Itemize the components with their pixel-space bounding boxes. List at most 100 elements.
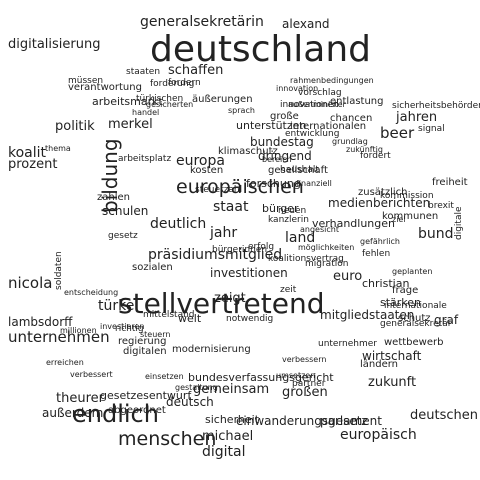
cloud-word: europa [176, 153, 225, 169]
cloud-word: zusätzlich [358, 187, 408, 198]
cloud-word: christian [362, 277, 410, 290]
cloud-word: außerdem [42, 406, 104, 420]
cloud-word: zukünftig [346, 145, 383, 154]
cloud-word: unternehmen [8, 328, 110, 346]
cloud-word: digital [202, 444, 246, 460]
cloud-word: michael [202, 429, 254, 444]
cloud-word: partner [292, 379, 326, 389]
cloud-word: endlich [72, 400, 159, 428]
cloud-word: ziel [392, 215, 406, 224]
cloud-word: beer [380, 124, 415, 142]
cloud-word: investitionen [210, 266, 288, 280]
cloud-word: entscheidung [64, 288, 119, 297]
cloud-word: jahr [210, 225, 238, 241]
cloud-word: alexand [282, 17, 330, 31]
cloud-word: verbessert [70, 370, 113, 379]
cloud-word: bürgerinnen [212, 245, 268, 255]
cloud-word: staaten [126, 67, 161, 77]
cloud-word: millionen [60, 326, 97, 335]
cloud-word: koalit [8, 145, 47, 161]
cloud-word: staat [213, 199, 249, 215]
cloud-word: innovation [276, 84, 319, 93]
cloud-word: großen [282, 385, 328, 400]
cloud-word: kosten [190, 165, 224, 176]
cloud-word: modernisierung [172, 344, 251, 355]
cloud-word: digitale [454, 206, 464, 240]
cloud-word: gestaltung [175, 383, 218, 392]
cloud-word: verhandlungen [312, 217, 395, 230]
cloud-word: geplanten [392, 267, 433, 276]
cloud-word: brexit [428, 201, 454, 211]
cloud-word: signal [418, 124, 445, 134]
cloud-word: digitalen [123, 346, 167, 357]
cloud-word: klimaschutz [218, 146, 278, 157]
cloud-word: fehlen [362, 249, 391, 259]
cloud-word: erfolg [248, 242, 275, 252]
cloud-word: dringend [258, 149, 312, 163]
cloud-word: gesetzesentwurf [100, 389, 192, 402]
cloud-word: gemeinsam [193, 382, 270, 397]
cloud-word: äußerungen [192, 94, 253, 105]
cloud-word: stellvertretend [118, 287, 325, 320]
cloud-word: mittelstand [143, 310, 195, 320]
cloud-word: kommission [380, 191, 434, 201]
cloud-word: erreichen [46, 358, 84, 367]
cloud-word: deutlich [150, 216, 207, 232]
cloud-word: europäisch [340, 427, 417, 443]
cloud-word: graf [434, 313, 459, 327]
cloud-word: deutschen [410, 408, 478, 423]
cloud-word: bereich [262, 155, 292, 164]
cloud-word: fordert [360, 151, 391, 161]
cloud-word: arbeitsplatz [118, 154, 172, 164]
cloud-word: unterstützen [236, 119, 307, 132]
cloud-word: außenminister [288, 100, 346, 109]
cloud-word: mitgliedstaaten [320, 308, 415, 322]
cloud-word: schaffen [168, 63, 224, 78]
cloud-word: sozialen [132, 262, 173, 273]
cloud-word: sprach [228, 106, 255, 115]
cloud-word: verbessern [282, 355, 327, 364]
cloud-word: gesetz [108, 231, 138, 241]
cloud-word: jahren [396, 110, 438, 125]
cloud-word: generalsekretär [380, 319, 452, 329]
cloud-word: verantwortung [68, 82, 142, 93]
cloud-word: entwicklung [285, 129, 340, 139]
cloud-word: finanziell [296, 179, 332, 188]
cloud-word: schulen [102, 204, 149, 218]
cloud-word: prozent [8, 157, 58, 172]
cloud-word: möglichkeiten [298, 243, 355, 252]
cloud-word: chancen [330, 113, 373, 124]
cloud-word: richtig [115, 324, 144, 334]
cloud-word: grundlag [332, 137, 368, 146]
cloud-word: haushalt [280, 165, 319, 175]
cloud-word: parlament [320, 414, 382, 428]
cloud-word: steuern [140, 330, 171, 339]
cloud-word: neuen [278, 206, 307, 216]
cloud-word: bund [418, 226, 454, 242]
cloud-word: entlastung [330, 96, 384, 107]
cloud-word: gesellschaft [268, 165, 328, 176]
cloud-word: thema [45, 144, 71, 153]
cloud-word: arbeitsmarkt [92, 95, 163, 108]
cloud-word: forschung [246, 177, 301, 190]
cloud-word: angesicht [300, 225, 339, 234]
cloud-word: generalsekretärin [140, 14, 264, 30]
cloud-word: zahlen [97, 192, 130, 203]
cloud-word: einwanderungsgesetz [236, 414, 368, 428]
cloud-word: ländern [360, 359, 399, 370]
cloud-word: notwendig [226, 314, 274, 324]
cloud-word: euro [333, 269, 363, 284]
cloud-word: schutz [398, 313, 431, 324]
cloud-word: vorschlag [298, 88, 342, 98]
cloud-word: nicola [8, 274, 53, 292]
cloud-word: welt [178, 312, 202, 325]
cloud-word: präsidiumsmitglied [148, 247, 283, 263]
cloud-word: einsetzen [145, 372, 184, 381]
cloud-word: gesicherten [146, 100, 194, 109]
cloud-word: deutsch [166, 395, 214, 409]
cloud-word: umsetzen [276, 371, 316, 380]
cloud-word: türkischen [136, 94, 184, 104]
cloud-word: digitalisierung [8, 37, 101, 52]
cloud-word: müssen [68, 76, 104, 86]
cloud-word: medienberichten [328, 196, 431, 210]
